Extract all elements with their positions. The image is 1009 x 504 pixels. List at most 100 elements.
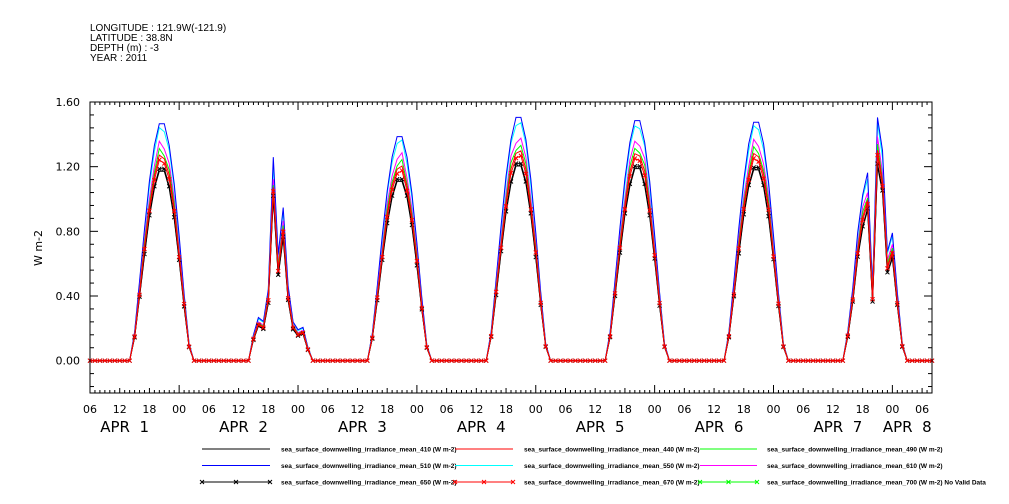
data-point [721, 358, 727, 364]
data-point [518, 153, 524, 159]
data-point [320, 358, 326, 364]
data-point [726, 333, 732, 339]
legend-entry: sea_surface_downwelling_irradiance_mean_… [199, 479, 457, 487]
data-point [493, 289, 499, 295]
data-point [122, 358, 128, 364]
data-point [602, 358, 608, 364]
data-point [369, 335, 375, 341]
legend-marker [267, 479, 273, 485]
data-point [464, 358, 469, 364]
data-point [399, 168, 405, 173]
data-point [295, 332, 301, 338]
data-point [716, 358, 722, 364]
data-point [899, 343, 905, 349]
data-point [429, 358, 435, 364]
data-point [850, 297, 856, 302]
legend-entry: sea_surface_downwelling_irradiance_mean_… [700, 463, 943, 470]
data-point [439, 358, 445, 364]
data-point [137, 292, 142, 298]
data-point [231, 358, 236, 364]
data-point [790, 358, 796, 364]
legend-marker [452, 479, 458, 485]
series-line-3 [90, 116, 932, 362]
series-line-0 [90, 165, 932, 362]
x-tick-label: 12 [469, 403, 483, 416]
data-point [840, 358, 846, 364]
y-tick-label: 0.40 [56, 290, 81, 303]
data-point [919, 358, 925, 364]
x-tick-label: 06 [440, 403, 454, 416]
data-point [865, 201, 870, 207]
data-point [890, 250, 895, 256]
x-tick-label: 12 [232, 403, 246, 416]
x-tick-label: 06 [558, 403, 572, 416]
data-point [454, 358, 459, 364]
x-tick-label: 00 [529, 403, 543, 416]
data-point [627, 173, 633, 179]
data-point [260, 326, 266, 332]
day-label: APR 6 [695, 418, 744, 436]
data-point [924, 358, 930, 364]
y-tick-label: 0.00 [56, 355, 81, 368]
data-point [211, 358, 217, 364]
data-point [553, 358, 558, 364]
data-point [642, 173, 648, 178]
data-point [523, 171, 529, 177]
data-point [246, 358, 251, 364]
data-point [275, 272, 281, 278]
data-point [845, 333, 851, 339]
data-point [166, 176, 172, 182]
x-tick-label: 18 [380, 403, 394, 416]
data-point [756, 159, 762, 165]
data-point [226, 358, 232, 364]
data-point [171, 208, 177, 214]
x-tick-label: 00 [410, 403, 424, 416]
data-point [563, 358, 568, 364]
data-point [256, 322, 261, 328]
x-tick-label: 18 [856, 403, 870, 416]
data-point [478, 358, 484, 364]
data-point [265, 297, 271, 303]
data-point [652, 252, 657, 258]
header-info: LONGITUDE : 121.9W(-121.9) LATITUDE : 38… [90, 23, 226, 64]
data-point [449, 358, 454, 364]
data-point [196, 358, 202, 364]
data-point [379, 254, 385, 260]
data-point [280, 229, 286, 235]
x-tick-label: 06 [202, 403, 216, 416]
data-point [786, 358, 791, 364]
data-point [573, 358, 578, 364]
data-point [696, 358, 702, 364]
data-point [875, 152, 880, 158]
data-point [637, 158, 643, 164]
data-point [206, 358, 212, 364]
data-point [632, 156, 638, 161]
data-point [142, 246, 147, 252]
data-point [389, 187, 395, 193]
data-point [885, 269, 890, 275]
data-point [97, 358, 103, 364]
data-point [152, 177, 157, 183]
data-point [736, 246, 742, 251]
data-point [483, 358, 489, 364]
data-point [741, 206, 747, 212]
x-tick-label: 12 [588, 403, 602, 416]
data-point [156, 157, 162, 163]
data-point [330, 358, 336, 364]
x-tick-label: 00 [767, 403, 781, 416]
data-point [355, 358, 360, 364]
x-tick-label: 06 [796, 403, 810, 416]
series-line-6 [90, 163, 932, 362]
data-point [156, 166, 162, 172]
legend-entry: sea_surface_downwelling_irradiance_mean_… [455, 447, 700, 454]
data-point [191, 358, 197, 364]
data-point [795, 358, 801, 364]
data-point [617, 245, 623, 251]
data-point [672, 358, 677, 364]
data-point [419, 305, 425, 311]
data-point [781, 344, 786, 349]
data-point [275, 268, 281, 274]
data-point [503, 204, 509, 209]
data-point [340, 358, 345, 364]
series-line-2 [90, 144, 932, 362]
